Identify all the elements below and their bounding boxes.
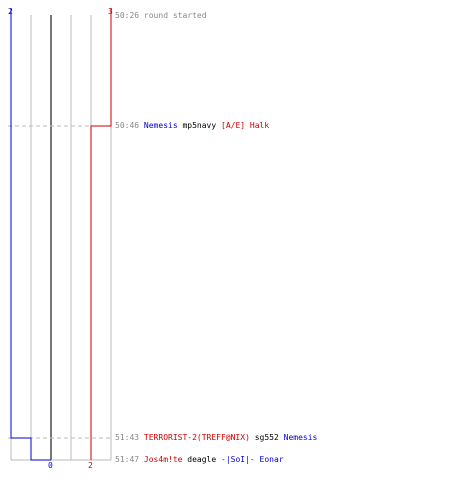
event-row-kill: 51:47 Jos4m!te deagle -|SoI|- Eonar xyxy=(115,455,284,465)
weapon-name: deagle xyxy=(187,455,217,464)
event-time: 50:26 xyxy=(115,11,140,20)
team-b-start-count: 3 xyxy=(108,7,113,16)
killer-name: Jos4m!te xyxy=(143,455,183,464)
victim-name: [A/E] Halk xyxy=(221,121,270,130)
event-text: round started xyxy=(143,11,207,20)
weapon-name: sg552 xyxy=(254,433,279,442)
timeline-grid xyxy=(10,15,112,461)
event-time: 51:43 xyxy=(115,433,140,442)
victim-name: -|SoI|- Eonar xyxy=(221,455,284,464)
event-time: 51:47 xyxy=(115,455,140,464)
killer-name: TERRORIST-2(TREFF@NIX) xyxy=(143,433,250,442)
victim-name: Nemesis xyxy=(283,433,318,442)
weapon-name: mp5navy xyxy=(182,121,217,130)
event-row-kill: 50:46 Nemesis mp5navy [A/E] Halk xyxy=(115,121,269,131)
event-row-round-start: 50:26 round started xyxy=(115,11,207,21)
team-b-alive-line xyxy=(90,8,112,460)
team-a-start-count: 2 xyxy=(8,7,13,16)
killer-name: Nemesis xyxy=(143,121,178,130)
team-a-end-count: 0 xyxy=(48,461,53,470)
team-b-end-count: 2 xyxy=(88,461,93,470)
event-row-kill: 51:43 TERRORIST-2(TREFF@NIX) sg552 Nemes… xyxy=(115,433,317,443)
team-a-alive-line xyxy=(10,8,51,461)
event-dash-lines xyxy=(8,125,113,439)
event-time: 50:46 xyxy=(115,121,140,130)
